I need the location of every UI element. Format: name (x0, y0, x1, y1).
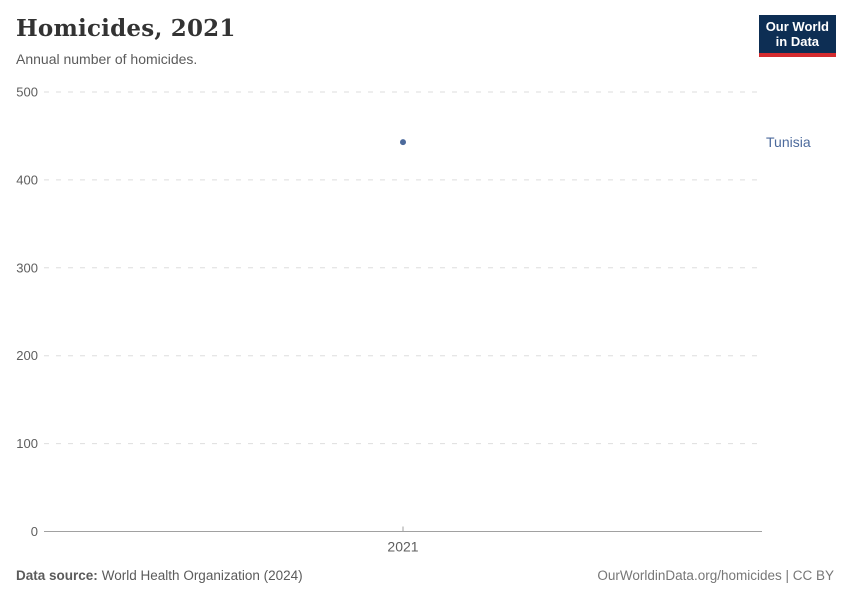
data-point-tunisia[interactable] (400, 139, 406, 146)
chart-title: Homicides, 2021 (16, 15, 236, 42)
chart-header: Homicides, 2021 Annual number of homicid… (16, 14, 236, 68)
entity-label[interactable]: Tunisia (766, 134, 811, 150)
y-tick-label: 500 (16, 85, 38, 100)
owid-logo-line1: Our World (765, 19, 829, 34)
owid-logo-line2: in Data (775, 34, 820, 49)
data-source: Data source: World Health Organization (2… (16, 568, 303, 583)
chart-footer: Data source: World Health Organization (2… (16, 568, 834, 583)
y-tick-label: 400 (16, 172, 38, 187)
y-tick-label: 300 (16, 260, 38, 275)
chart-subtitle: Annual number of homicides. (16, 51, 198, 67)
y-tick-label: 0 (31, 524, 38, 539)
y-tick-label: 200 (16, 348, 38, 363)
data-source-label: Data source: (16, 568, 98, 583)
data-source-value: World Health Organization (2024) (101, 568, 303, 583)
owid-logo[interactable]: Our World in Data (758, 15, 836, 57)
y-tick-label: 100 (16, 436, 38, 451)
x-tick-label: 2021 (387, 539, 418, 555)
credit-link[interactable]: OurWorldinData.org/homicides | CC BY (597, 568, 834, 583)
